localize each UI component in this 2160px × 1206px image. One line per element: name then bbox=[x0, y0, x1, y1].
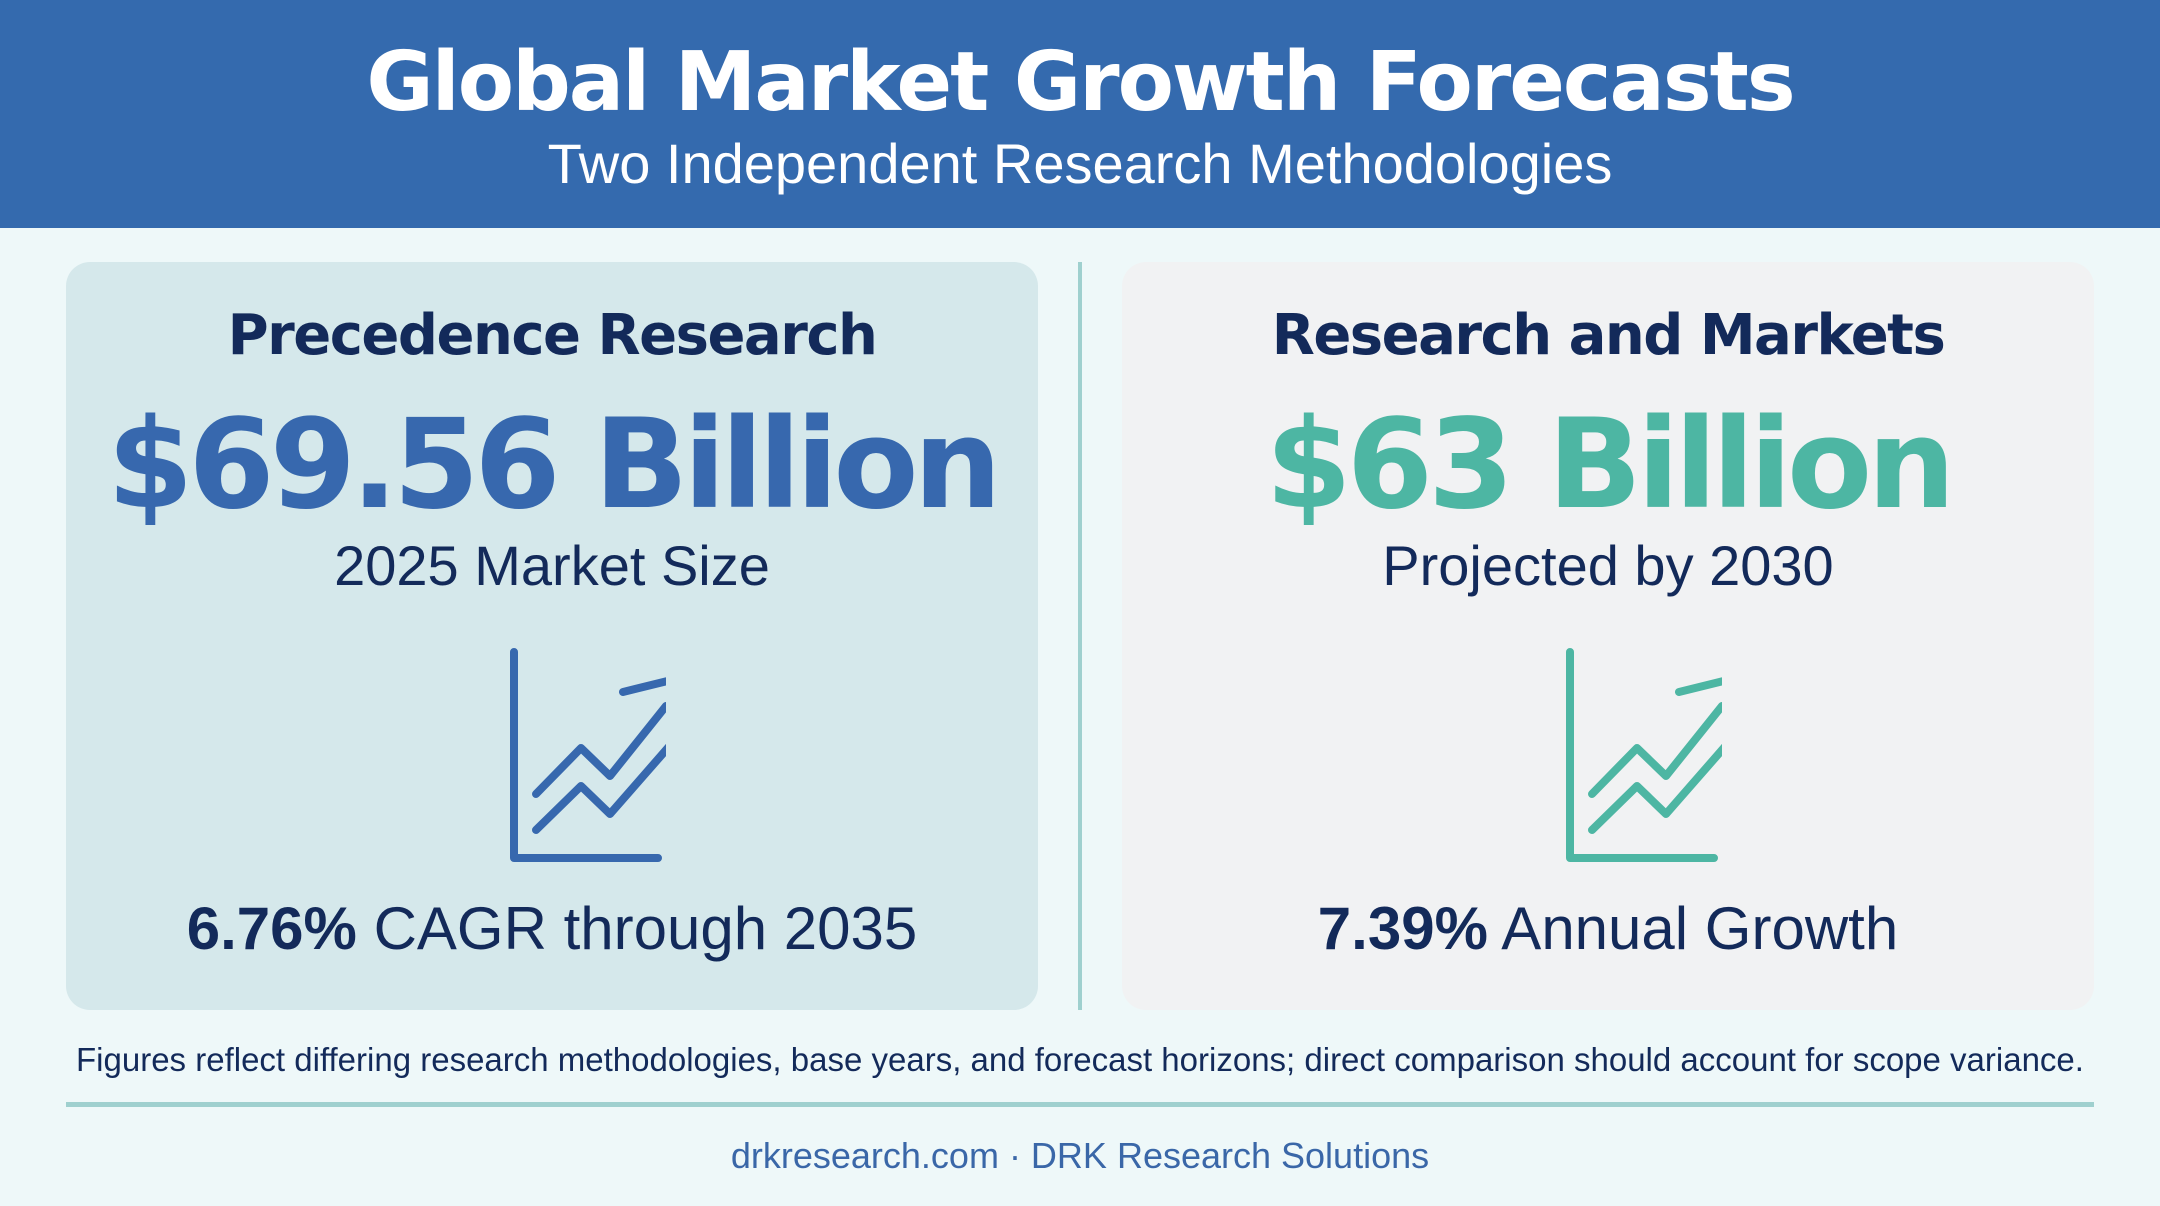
card-heading: Research and Markets bbox=[1271, 303, 1946, 368]
growth-rate: 7.39% bbox=[1317, 895, 1488, 962]
card-heading: Precedence Research bbox=[227, 303, 878, 368]
footer-brand: drkresearch.com · DRK Research Solutions bbox=[730, 1135, 1430, 1176]
methodology-footnote: Figures reflect differing research metho… bbox=[76, 1041, 2084, 1078]
growth-rate: 6.76% bbox=[186, 895, 357, 962]
forecast-card-research-and-markets: Research and Markets $63 Billion Project… bbox=[1122, 262, 2094, 1010]
footer-divider bbox=[66, 1102, 2094, 1107]
header-banner: Global Market Growth Forecasts Two Indep… bbox=[0, 0, 2160, 228]
growth-description: Annual Growth bbox=[1501, 895, 1899, 962]
card-divider bbox=[1078, 262, 1082, 1010]
market-value-caption: Projected by 2030 bbox=[1382, 534, 1834, 597]
growth-stat: 6.76% CAGR through 2035 bbox=[66, 884, 1038, 974]
market-value-caption: 2025 Market Size bbox=[334, 534, 770, 597]
growth-chart-icon bbox=[1566, 648, 1722, 862]
forecast-card-precedence-research: Precedence Research $69.56 Billion 2025 … bbox=[66, 262, 1038, 1010]
growth-stat: 7.39% Annual Growth bbox=[1122, 884, 2094, 974]
page-subtitle: Two Independent Research Methodologies bbox=[547, 132, 1613, 195]
growth-description: CAGR through 2035 bbox=[373, 895, 918, 962]
page-title: Global Market Growth Forecasts bbox=[366, 35, 1795, 130]
growth-chart-icon bbox=[510, 648, 666, 862]
market-value: $69.56 Billion bbox=[107, 393, 1002, 537]
market-value: $63 Billion bbox=[1265, 393, 1955, 537]
